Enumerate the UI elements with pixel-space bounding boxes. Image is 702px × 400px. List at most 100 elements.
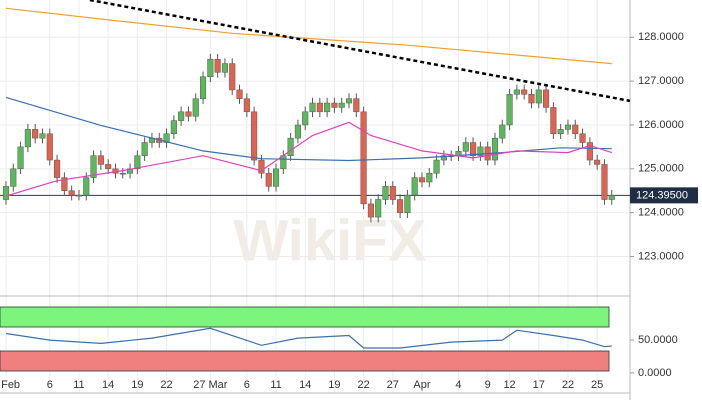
candle-body	[528, 94, 535, 104]
candle-body	[499, 124, 506, 139]
candle-body	[367, 203, 374, 218]
indicator-line	[5, 121, 612, 197]
candle-body	[557, 129, 564, 134]
candle-body	[418, 177, 426, 183]
overbought-zone	[0, 306, 610, 328]
candle-body	[294, 124, 301, 139]
candle-body	[61, 177, 68, 192]
candle-body	[119, 172, 126, 175]
candle-body	[543, 89, 550, 108]
candle-body	[433, 159, 440, 174]
y-tick-label: 50.0000	[638, 334, 678, 346]
x-tick-label: 27	[387, 379, 399, 391]
watermark: WikiFX	[234, 208, 427, 273]
candle-body	[178, 111, 185, 121]
x-tick-label: 6	[47, 379, 53, 391]
candle-body	[535, 89, 542, 104]
candle-body	[258, 159, 265, 174]
x-tick-label: 11	[270, 379, 281, 391]
x-tick-label: 27 Mar	[193, 379, 228, 391]
candle-body	[83, 177, 90, 196]
candle-body	[265, 172, 272, 187]
candle-body	[513, 89, 520, 95]
candle-body	[192, 98, 199, 117]
candle-body	[243, 98, 250, 113]
candle-body	[10, 168, 17, 187]
candle-body	[251, 111, 258, 161]
candle-body	[389, 186, 396, 200]
candle-body	[491, 137, 499, 161]
candle-body	[75, 194, 83, 197]
candle-body	[470, 142, 477, 156]
candle-body	[32, 129, 39, 139]
candle-body	[426, 172, 433, 183]
candle-body	[462, 142, 469, 152]
candle-body	[338, 102, 345, 108]
y-tick-label: 125.0000	[638, 163, 684, 175]
candle-body	[236, 89, 243, 99]
x-tick-label: 9	[485, 379, 491, 391]
x-tick-label: 14	[299, 379, 311, 391]
candle-body	[550, 107, 557, 134]
candle-body	[170, 120, 177, 134]
x-tick-label: 6	[244, 379, 250, 391]
candle-body	[302, 111, 309, 126]
candle-body	[521, 89, 528, 95]
candle-body	[324, 102, 331, 113]
candle-body	[214, 58, 221, 73]
x-tick-label: 0 Feb	[0, 379, 20, 391]
oversold-zone	[0, 350, 610, 372]
x-tick-label: 22	[562, 379, 574, 391]
candle-body	[360, 111, 367, 205]
candle-body	[331, 102, 338, 108]
candle-body	[141, 142, 148, 156]
candle-body	[345, 98, 353, 104]
candle-body	[207, 58, 214, 77]
y-tick-label: 128.0000	[638, 31, 684, 43]
x-tick-label: 22	[160, 379, 172, 391]
x-tick-label: 4	[455, 379, 461, 391]
candle-body	[221, 63, 228, 73]
indicator-line	[5, 96, 612, 162]
price-tag-label: 124.39500	[636, 189, 688, 201]
candle-body	[163, 133, 170, 143]
y-tick-label: 0.0000	[638, 367, 672, 379]
x-tick-label: 17	[533, 379, 545, 391]
x-tick-label: 22	[357, 379, 369, 391]
y-tick-label: 124.0000	[638, 207, 684, 219]
candle-body	[375, 199, 382, 218]
x-tick-label: 14	[102, 379, 114, 391]
candle-body	[24, 129, 31, 148]
y-tick-label: 126.0000	[638, 119, 684, 131]
x-tick-label: 12	[503, 379, 515, 391]
candle-body	[2, 186, 10, 200]
candle-body	[199, 76, 207, 99]
candle-body	[608, 195, 615, 200]
candle-body	[397, 199, 404, 213]
candle-body	[579, 133, 586, 143]
candle-body	[309, 102, 316, 113]
candle-body	[272, 168, 280, 187]
x-tick-label: 25	[591, 379, 603, 391]
indicator-line	[5, 7, 612, 65]
x-tick-label: 19	[131, 379, 143, 391]
candle-body	[90, 155, 97, 178]
candle-body	[185, 111, 192, 117]
candle-body	[54, 159, 61, 178]
candle-body	[477, 146, 484, 156]
candle-body	[287, 137, 294, 156]
candle-body	[39, 133, 46, 139]
candle-body	[382, 186, 389, 200]
x-tick-label: 19	[328, 379, 340, 391]
x-tick-label: Apr	[413, 379, 430, 391]
candle-body	[564, 124, 572, 130]
rsi-line	[5, 327, 612, 349]
candle-body	[134, 155, 141, 170]
indicator-line	[89, 0, 631, 103]
price-tag	[630, 187, 698, 204]
y-tick-label: 127.0000	[638, 75, 684, 87]
candle-body	[17, 146, 24, 170]
candle-body	[506, 94, 513, 126]
candle-body	[97, 155, 104, 165]
